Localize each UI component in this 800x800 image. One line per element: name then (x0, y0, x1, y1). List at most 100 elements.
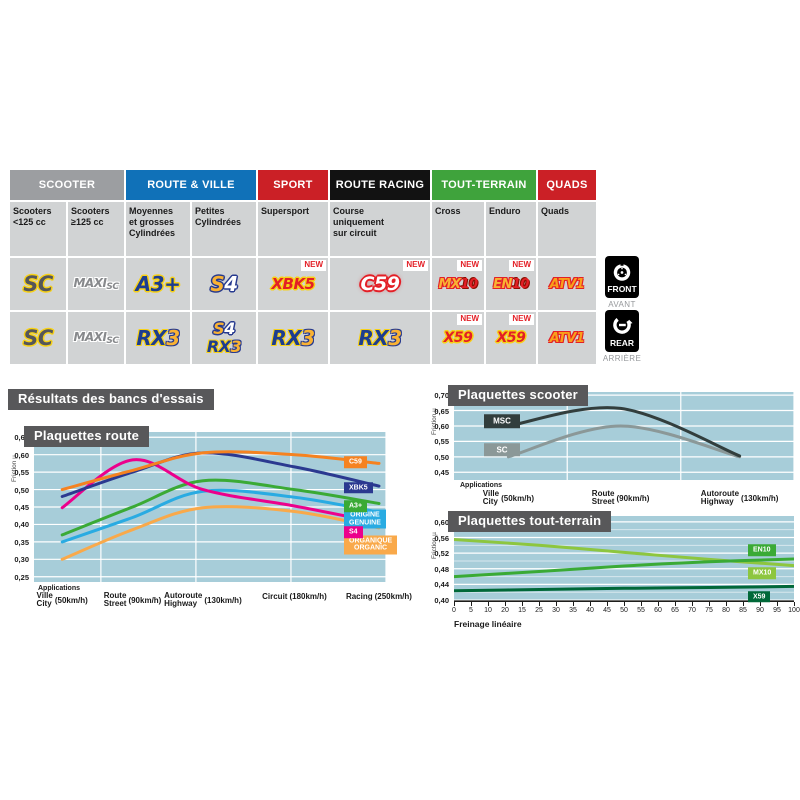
series-label-XBK5: XBK5 (344, 482, 373, 494)
y-tick-label: 0,40 (14, 520, 29, 530)
product-cell: S4 RX3 (192, 312, 256, 364)
x-tick-label: 0 (452, 607, 456, 614)
product-cell: ATV1 (538, 258, 596, 310)
x-category-label: Circuit (180km/h) (262, 592, 327, 601)
y-tick-label: 0,70 (434, 391, 449, 401)
rear-brake-icon (613, 316, 633, 334)
x-tick-label: 10 (484, 607, 492, 614)
chart-title-route: Plaquettes route (24, 426, 150, 447)
chart-plaquettes-tout-terrain: Plaquettes tout-terrain Friction µ Frein… (426, 507, 800, 649)
x-category-label: Autoroute Highway (130km/h) (164, 591, 242, 608)
group-header-scooter: SCOOTER (10, 170, 124, 200)
x-tick-mark (556, 602, 557, 606)
product-cell: MAXISC (68, 312, 124, 364)
product-application-table: SCOOTER ROUTE & VILLE SPORT ROUTE RACING… (10, 170, 596, 364)
chart-plaquettes-scooter: Plaquettes scooter Friction µ Applicatio… (426, 383, 800, 506)
y-tick-label: 0,44 (434, 580, 449, 590)
y-tick-label: 0,40 (434, 596, 449, 606)
product-cell: RX3 (126, 312, 190, 364)
new-badge: NEW (457, 314, 482, 325)
y-tick-label: 0,55 (434, 437, 449, 447)
product-cell: NEW X59 (432, 312, 484, 364)
series-line-X59 (454, 584, 794, 593)
x-category-label: Ville City (50km/h) (482, 489, 534, 506)
applications-label: Applications (38, 585, 81, 592)
x-tick-label: 30 (552, 607, 560, 614)
series-label-ORIGINE: ORIGINE GENUINE (344, 509, 386, 529)
rear-label: REAR (609, 338, 635, 348)
group-header-tout-terrain: TOUT-TERRAIN (432, 170, 536, 200)
product-cell: NEW XBK5 (258, 258, 328, 310)
y-tick-label: 0,48 (434, 564, 449, 574)
product-logo-s4-rx3-stack: S4 RX3 (207, 321, 242, 355)
x-tick-mark (607, 602, 608, 606)
product-logo-s4: S4 (210, 272, 238, 296)
x-tick-label: 15 (518, 607, 526, 614)
subheader-cross: Cross (432, 202, 484, 256)
y-tick-label: 0,50 (14, 485, 29, 495)
plot-area (454, 392, 794, 480)
subheader-course-circuit: Course uniquement sur circuit (330, 202, 430, 256)
series-line-MSC (506, 406, 742, 458)
x-tick-mark (471, 602, 472, 606)
subheader-moyennes-cylindrees: Moyennes et grosses Cylindrées (126, 202, 190, 256)
applications-label: Applications (460, 482, 503, 489)
x-tick-label: 95 (773, 607, 781, 614)
series-label-EN10: EN10 (748, 544, 776, 557)
product-cell: MAXISC (68, 258, 124, 310)
x-tick-label: 75 (705, 607, 713, 614)
x-tick-mark (539, 602, 540, 606)
x-category-label: Route Street (90km/h) (591, 489, 650, 506)
y-tick-label: 0,65 (14, 433, 29, 443)
new-badge: NEW (509, 314, 534, 325)
product-cell: NEW EN10 (486, 258, 536, 310)
chart-title-scooter: Plaquettes scooter (448, 385, 588, 406)
x-tick-mark (709, 602, 710, 606)
x-tick-label: 100 (788, 607, 800, 614)
x-tick-label: 40 (586, 607, 594, 614)
x-tick-mark (488, 602, 489, 606)
product-cell: ATV1 (538, 312, 596, 364)
x-axis-label: Freinage linéaire (454, 619, 522, 629)
new-badge: NEW (509, 260, 534, 271)
product-cell: SC (10, 258, 66, 310)
new-badge: NEW (403, 260, 428, 271)
results-section-title: Résultats des bancs d'essais (8, 389, 214, 410)
y-tick-label: 0,55 (14, 468, 29, 478)
x-tick-mark (743, 602, 744, 606)
chart-plaquettes-route: Plaquettes route Friction µ Applications… (8, 420, 412, 638)
series-label-MSC: MSC (484, 414, 520, 429)
x-category-label: Racing (250km/h) (345, 592, 412, 601)
product-logo-maxi-sc: MAXISC (73, 275, 119, 292)
group-header-route-ville: ROUTE & VILLE (126, 170, 256, 200)
x-tick-label: 25 (535, 607, 543, 614)
arriere-label: ARRIÈRE (602, 354, 642, 363)
x-tick-mark (522, 602, 523, 606)
x-tick-mark (794, 602, 795, 606)
series-line-ORIGINE (60, 488, 381, 544)
series-label-A3+: A3+ (344, 500, 368, 513)
product-logo-maxi-sc: MAXISC (73, 329, 119, 346)
x-tick-mark (590, 602, 591, 606)
front-indicator-box: FRONT (605, 256, 639, 298)
series-label-ORGANIQUE: ORGANIQUE ORGANIC (344, 535, 398, 555)
product-logo-rx3: RX3 (136, 326, 180, 350)
x-tick-label: 90 (756, 607, 764, 614)
plot-area (34, 432, 386, 582)
product-cell: NEW MX10 (432, 258, 484, 310)
series-label-X59: X59 (748, 591, 771, 603)
series-label-MX10: MX10 (748, 567, 777, 580)
y-tick-label: 0,60 (434, 517, 449, 527)
front-brake-disc-icon (613, 259, 631, 281)
front-label: FRONT (607, 284, 637, 294)
series-label-S4: S4 (344, 526, 363, 538)
product-logo-rx3: RX3 (271, 326, 315, 350)
subheader-scooters-small: Scooters <125 cc (10, 202, 66, 256)
new-badge: NEW (457, 260, 482, 271)
product-cell: RX3 (258, 312, 328, 364)
x-tick-label: 55 (637, 607, 645, 614)
x-tick-label: 65 (671, 607, 679, 614)
x-tick-mark (726, 602, 727, 606)
x-tick-label: 85 (739, 607, 747, 614)
